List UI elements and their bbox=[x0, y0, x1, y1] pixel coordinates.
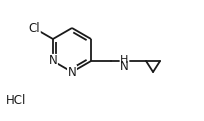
Text: N: N bbox=[67, 65, 76, 79]
Text: H: H bbox=[119, 55, 128, 65]
Text: N: N bbox=[119, 60, 128, 72]
Text: N: N bbox=[48, 54, 57, 68]
Text: Cl: Cl bbox=[28, 23, 40, 35]
Text: HCl: HCl bbox=[6, 94, 26, 106]
